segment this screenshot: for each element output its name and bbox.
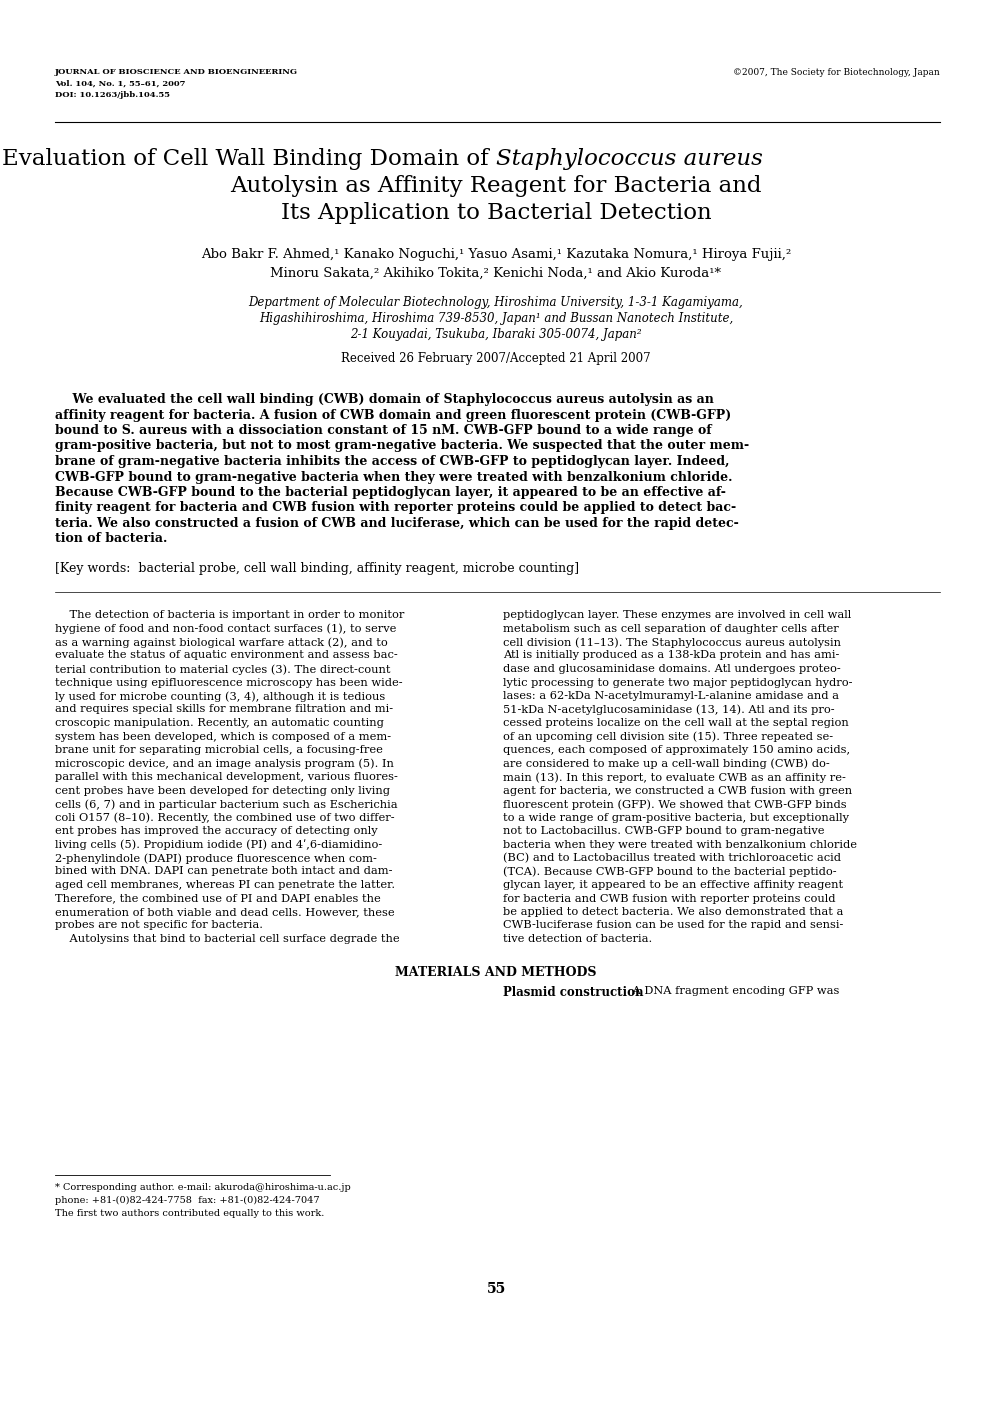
- Text: glycan layer, it appeared to be an effective affinity reagent: glycan layer, it appeared to be an effec…: [503, 880, 843, 890]
- Text: Department of Molecular Biotechnology, Hiroshima University, 1-3-1 Kagamiyama,: Department of Molecular Biotechnology, H…: [249, 296, 743, 309]
- Text: croscopic manipulation. Recently, an automatic counting: croscopic manipulation. Recently, an aut…: [55, 718, 384, 728]
- Text: cell division (11–13). The Staphylococcus aureus autolysin: cell division (11–13). The Staphylococcu…: [503, 637, 841, 648]
- Text: (TCA). Because CWB-GFP bound to the bacterial peptido-: (TCA). Because CWB-GFP bound to the bact…: [503, 867, 836, 877]
- Text: bined with DNA. DAPI can penetrate both intact and dam-: bined with DNA. DAPI can penetrate both …: [55, 867, 393, 877]
- Text: The first two authors contributed equally to this work.: The first two authors contributed equall…: [55, 1209, 324, 1218]
- Text: lytic processing to generate two major peptidoglycan hydro-: lytic processing to generate two major p…: [503, 678, 852, 687]
- Text: ©2007, The Society for Biotechnology, Japan: ©2007, The Society for Biotechnology, Ja…: [733, 67, 940, 77]
- Text: main (13). In this report, to evaluate CWB as an affinity re-: main (13). In this report, to evaluate C…: [503, 772, 846, 783]
- Text: Atl is initially produced as a 138-kDa protein and has ami-: Atl is initially produced as a 138-kDa p…: [503, 651, 839, 661]
- Text: are considered to make up a cell-wall binding (CWB) do-: are considered to make up a cell-wall bi…: [503, 759, 829, 769]
- Text: bound to S. aureus with a dissociation constant of 15 nM. CWB-GFP bound to a wid: bound to S. aureus with a dissociation c…: [55, 424, 711, 436]
- Text: JOURNAL OF BIOSCIENCE AND BIOENGINEERING
Vol. 104, No. 1, 55–61, 2007
DOI: 10.12: JOURNAL OF BIOSCIENCE AND BIOENGINEERING…: [55, 67, 298, 98]
- Text: of an upcoming cell division site (15). Three repeated se-: of an upcoming cell division site (15). …: [503, 731, 833, 742]
- Text: quences, each composed of approximately 150 amino acids,: quences, each composed of approximately …: [503, 745, 850, 755]
- Text: lases: a 62-kDa N-acetylmuramyl-L-alanine amidase and a: lases: a 62-kDa N-acetylmuramyl-L-alanin…: [503, 692, 839, 702]
- Text: ent probes has improved the accuracy of detecting only: ent probes has improved the accuracy of …: [55, 826, 378, 836]
- Text: Its Application to Bacterial Detection: Its Application to Bacterial Detection: [281, 202, 711, 224]
- Text: as a warning against biological warfare attack (2), and to: as a warning against biological warfare …: [55, 637, 388, 648]
- Text: for bacteria and CWB fusion with reporter proteins could: for bacteria and CWB fusion with reporte…: [503, 894, 835, 904]
- Text: cells (6, 7) and in particular bacterium such as Escherichia: cells (6, 7) and in particular bacterium…: [55, 798, 398, 810]
- Text: 2-phenylindole (DAPI) produce fluorescence when com-: 2-phenylindole (DAPI) produce fluorescen…: [55, 853, 377, 864]
- Text: Higashihiroshima, Hiroshima 739-8530, Japan¹ and Bussan Nanotech Institute,: Higashihiroshima, Hiroshima 739-8530, Ja…: [259, 311, 733, 325]
- Text: fluorescent protein (GFP). We showed that CWB-GFP binds: fluorescent protein (GFP). We showed tha…: [503, 798, 846, 810]
- Text: Received 26 February 2007/Accepted 21 April 2007: Received 26 February 2007/Accepted 21 Ap…: [341, 352, 651, 365]
- Text: 2-1 Kouyadai, Tsukuba, Ibaraki 305-0074, Japan²: 2-1 Kouyadai, Tsukuba, Ibaraki 305-0074,…: [350, 328, 642, 341]
- Text: Abo Bakr F. Ahmed,¹ Kanako Noguchi,¹ Yasuo Asami,¹ Kazutaka Nomura,¹ Hiroya Fuji: Abo Bakr F. Ahmed,¹ Kanako Noguchi,¹ Yas…: [200, 248, 792, 281]
- Text: hygiene of food and non-food contact surfaces (1), to serve: hygiene of food and non-food contact sur…: [55, 623, 397, 634]
- Text: not to Lactobacillus. CWB-GFP bound to gram-negative: not to Lactobacillus. CWB-GFP bound to g…: [503, 826, 824, 836]
- Text: ly used for microbe counting (3, 4), although it is tedious: ly used for microbe counting (3, 4), alt…: [55, 692, 385, 702]
- Text: enumeration of both viable and dead cells. However, these: enumeration of both viable and dead cell…: [55, 906, 395, 918]
- Text: microscopic device, and an image analysis program (5). In: microscopic device, and an image analysi…: [55, 759, 394, 769]
- Text: CWB-GFP bound to gram-negative bacteria when they were treated with benzalkonium: CWB-GFP bound to gram-negative bacteria …: [55, 470, 732, 484]
- Text: terial contribution to material cycles (3). The direct-count: terial contribution to material cycles (…: [55, 664, 391, 675]
- Text: Because CWB-GFP bound to the bacterial peptidoglycan layer, it appeared to be an: Because CWB-GFP bound to the bacterial p…: [55, 485, 726, 499]
- Text: peptidoglycan layer. These enzymes are involved in cell wall: peptidoglycan layer. These enzymes are i…: [503, 610, 851, 620]
- Text: Evaluation of Cell Wall Binding Domain of: Evaluation of Cell Wall Binding Domain o…: [2, 147, 496, 170]
- Text: Plasmid construction: Plasmid construction: [503, 985, 644, 999]
- Text: affinity reagent for bacteria. A fusion of CWB domain and green fluorescent prot: affinity reagent for bacteria. A fusion …: [55, 408, 731, 421]
- Text: tion of bacteria.: tion of bacteria.: [55, 533, 168, 546]
- Text: to a wide range of gram-positive bacteria, but exceptionally: to a wide range of gram-positive bacteri…: [503, 812, 849, 822]
- Text: tive detection of bacteria.: tive detection of bacteria.: [503, 934, 653, 944]
- Text: probes are not specific for bacteria.: probes are not specific for bacteria.: [55, 920, 263, 930]
- Text: coli O157 (8–10). Recently, the combined use of two differ-: coli O157 (8–10). Recently, the combined…: [55, 812, 395, 824]
- Text: MATERIALS AND METHODS: MATERIALS AND METHODS: [395, 965, 597, 978]
- Text: phone: +81-(0)82-424-7758  fax: +81-(0)82-424-7047: phone: +81-(0)82-424-7758 fax: +81-(0)82…: [55, 1195, 319, 1205]
- Text: Staphylococcus aureus: Staphylococcus aureus: [496, 147, 763, 170]
- Text: bacteria when they were treated with benzalkonium chloride: bacteria when they were treated with ben…: [503, 839, 857, 849]
- Text: cessed proteins localize on the cell wall at the septal region: cessed proteins localize on the cell wal…: [503, 718, 849, 728]
- Text: system has been developed, which is composed of a mem-: system has been developed, which is comp…: [55, 731, 391, 742]
- Text: cent probes have been developed for detecting only living: cent probes have been developed for dete…: [55, 786, 390, 796]
- Text: 55: 55: [486, 1282, 506, 1296]
- Text: metabolism such as cell separation of daughter cells after: metabolism such as cell separation of da…: [503, 623, 839, 634]
- Text: CWB-luciferase fusion can be used for the rapid and sensi-: CWB-luciferase fusion can be used for th…: [503, 920, 843, 930]
- Text: A DNA fragment encoding GFP was: A DNA fragment encoding GFP was: [618, 985, 839, 996]
- Text: Autolysin as Affinity Reagent for Bacteria and: Autolysin as Affinity Reagent for Bacter…: [230, 175, 762, 196]
- Text: aged cell membranes, whereas PI can penetrate the latter.: aged cell membranes, whereas PI can pene…: [55, 880, 395, 890]
- Text: dase and glucosaminidase domains. Atl undergoes proteo-: dase and glucosaminidase domains. Atl un…: [503, 664, 841, 673]
- Text: The detection of bacteria is important in order to monitor: The detection of bacteria is important i…: [55, 610, 405, 620]
- Text: We evaluated the cell wall binding (CWB) domain of Staphylococcus aureus autolys: We evaluated the cell wall binding (CWB)…: [55, 393, 714, 405]
- Text: technique using epifluorescence microscopy has been wide-: technique using epifluorescence microsco…: [55, 678, 403, 687]
- Text: 51-kDa N-acetylglucosaminidase (13, 14). Atl and its pro-: 51-kDa N-acetylglucosaminidase (13, 14).…: [503, 704, 834, 716]
- Text: gram-positive bacteria, but not to most gram-negative bacteria. We suspected tha: gram-positive bacteria, but not to most …: [55, 439, 749, 453]
- Text: parallel with this mechanical development, various fluores-: parallel with this mechanical developmen…: [55, 772, 398, 781]
- Text: be applied to detect bacteria. We also demonstrated that a: be applied to detect bacteria. We also d…: [503, 906, 843, 918]
- Text: finity reagent for bacteria and CWB fusion with reporter proteins could be appli: finity reagent for bacteria and CWB fusi…: [55, 501, 736, 515]
- Text: evaluate the status of aquatic environment and assess bac-: evaluate the status of aquatic environme…: [55, 651, 398, 661]
- Text: agent for bacteria, we constructed a CWB fusion with green: agent for bacteria, we constructed a CWB…: [503, 786, 852, 796]
- Text: brane unit for separating microbial cells, a focusing-free: brane unit for separating microbial cell…: [55, 745, 383, 755]
- Text: living cells (5). Propidium iodide (PI) and 4ʹ,6-diamidino-: living cells (5). Propidium iodide (PI) …: [55, 839, 382, 850]
- Text: Autolysins that bind to bacterial cell surface degrade the: Autolysins that bind to bacterial cell s…: [55, 934, 400, 944]
- Text: [Key words:  bacterial probe, cell wall binding, affinity reagent, microbe count: [Key words: bacterial probe, cell wall b…: [55, 563, 579, 575]
- Text: teria. We also constructed a fusion of CWB and luciferase, which can be used for: teria. We also constructed a fusion of C…: [55, 516, 739, 530]
- Text: and requires special skills for membrane filtration and mi-: and requires special skills for membrane…: [55, 704, 393, 714]
- Text: * Corresponding author. e-mail: akuroda@hiroshima-u.ac.jp: * Corresponding author. e-mail: akuroda@…: [55, 1183, 351, 1193]
- Text: brane of gram-negative bacteria inhibits the access of CWB-GFP to peptidoglycan : brane of gram-negative bacteria inhibits…: [55, 455, 729, 469]
- Text: (BC) and to Lactobacillus treated with trichloroacetic acid: (BC) and to Lactobacillus treated with t…: [503, 853, 841, 863]
- Text: Therefore, the combined use of PI and DAPI enables the: Therefore, the combined use of PI and DA…: [55, 894, 381, 904]
